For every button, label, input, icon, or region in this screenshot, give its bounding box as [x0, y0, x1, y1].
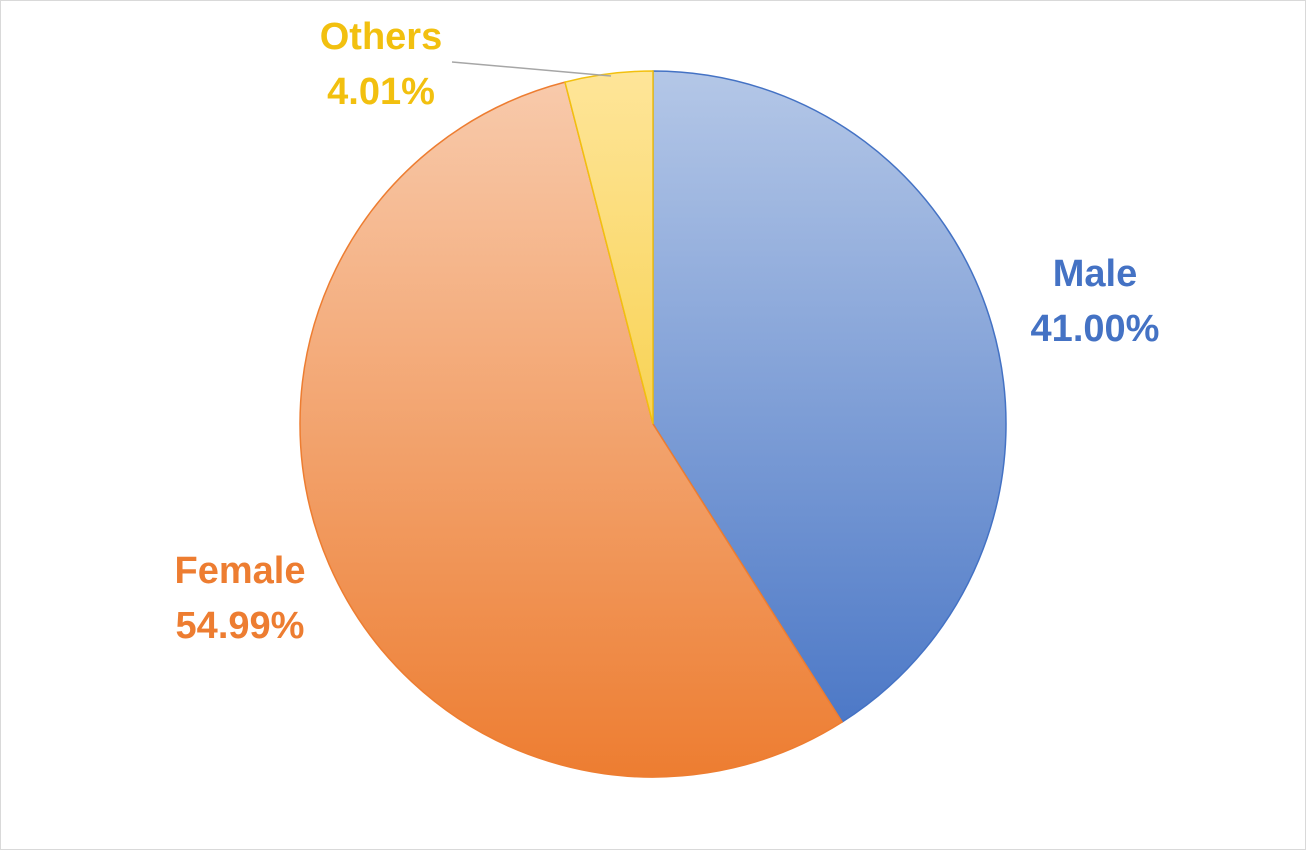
pie-slice-female	[299, 81, 844, 778]
others-leader-line	[451, 61, 612, 77]
pie-slice-male	[652, 70, 1007, 724]
pie-slice-others	[564, 70, 654, 425]
data-label-others-percent: 4.01%	[327, 71, 435, 113]
data-label-male-percent: 41.00%	[1031, 308, 1160, 350]
data-label-others-name: Others	[320, 16, 442, 58]
pie-slices	[299, 70, 1007, 778]
data-label-female-name: Female	[175, 550, 306, 592]
data-label-female-percent: 54.99%	[176, 605, 305, 647]
data-label-male-name: Male	[1053, 253, 1137, 295]
